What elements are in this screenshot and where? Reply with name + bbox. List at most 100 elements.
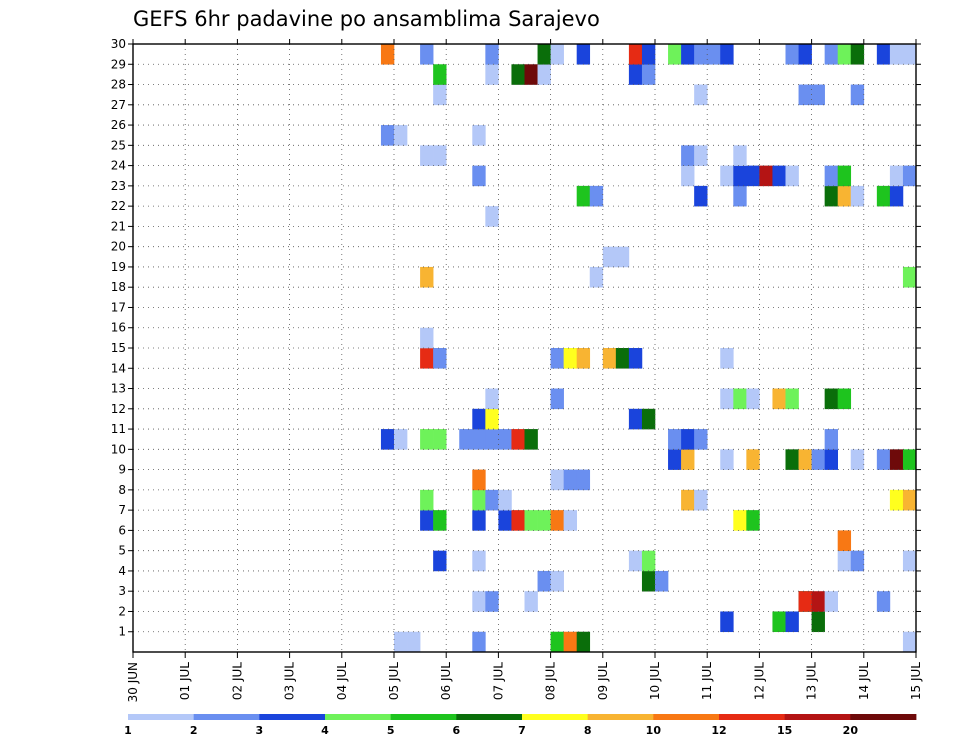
precip-cell: [876, 44, 891, 65]
precip-cell: [785, 388, 799, 410]
precip-cell: [785, 449, 799, 470]
precip-cell: [746, 510, 760, 531]
precip-cell: [511, 64, 525, 85]
precip-cell: [824, 185, 838, 207]
precip-cell: [668, 44, 682, 65]
precip-cell: [563, 348, 577, 369]
precip-cell: [641, 550, 656, 572]
colorbar: 1 2 3 4 5 6 7 8 10 12 15 20: [124, 714, 917, 737]
precip-cell: [811, 84, 825, 106]
precip-cell: [720, 388, 734, 410]
precip-cell: [485, 429, 499, 450]
precip-cell: [615, 348, 630, 369]
precip-cell: [655, 570, 669, 592]
precip-cell: [498, 429, 512, 450]
precip-cell: [902, 44, 917, 65]
precip-cell: [615, 246, 630, 268]
precip-cell: [420, 348, 434, 369]
precip-cell: [420, 429, 434, 450]
precip-cell: [798, 591, 812, 612]
y-tick-label: 3: [118, 584, 126, 598]
precip-cell: [589, 185, 604, 207]
colorbar-swatch: [522, 714, 589, 720]
precip-cell: [394, 631, 408, 653]
precip-cell: [889, 165, 904, 187]
x-tick-label: 08 JUL: [544, 662, 558, 700]
precip-cell: [537, 64, 551, 85]
precip-cell: [759, 165, 773, 187]
x-tick-label: 04 JUL: [335, 662, 349, 700]
precip-cell: [681, 165, 695, 187]
y-tick-label: 21: [111, 219, 126, 233]
precip-cell: [824, 165, 838, 187]
precip-cell: [537, 510, 551, 531]
y-tick-label: 22: [111, 199, 126, 213]
precip-cell: [628, 44, 643, 65]
y-tick-label: 28: [111, 78, 126, 92]
precip-cell: [902, 550, 917, 572]
precip-cell: [420, 44, 434, 65]
colorbar-label: 20: [843, 724, 859, 737]
precip-cell: [550, 570, 564, 592]
precip-cell: [485, 64, 499, 85]
precip-cell: [563, 510, 577, 531]
precip-cell: [641, 64, 656, 85]
precip-cell: [746, 449, 760, 470]
y-tick-label: 5: [118, 544, 126, 558]
x-tick-label: 11 JUL: [700, 662, 714, 700]
precip-cell: [850, 449, 865, 470]
precip-cell: [641, 570, 656, 592]
precip-cell: [798, 84, 812, 106]
y-tick-label: 23: [111, 179, 126, 193]
precip-cell: [668, 429, 682, 450]
precip-cell: [876, 591, 891, 612]
precip-cell: [889, 489, 904, 511]
precip-cell: [602, 246, 617, 268]
precip-cell: [641, 44, 656, 65]
colorbar-swatch: [259, 714, 326, 720]
colorbar-swatch: [653, 714, 720, 720]
precip-cell: [537, 44, 551, 65]
colorbar-label: 2: [190, 724, 198, 737]
precip-cell: [837, 44, 852, 65]
precip-cell: [824, 449, 838, 470]
y-tick-label: 7: [118, 503, 126, 517]
x-tick-label: 30 JUN: [126, 662, 140, 702]
precip-cell: [850, 44, 865, 65]
precip-cell: [746, 388, 760, 410]
precip-cell: [720, 165, 734, 187]
precip-cell: [472, 469, 486, 491]
precip-cell: [720, 348, 734, 369]
y-tick-label: 14: [111, 361, 126, 375]
colorbar-label: 8: [584, 724, 592, 737]
precip-cell: [694, 489, 708, 511]
precip-cell: [785, 611, 799, 633]
precip-cell: [394, 429, 408, 450]
precip-cell: [524, 591, 538, 612]
precip-cell: [472, 165, 486, 187]
precip-cell: [837, 550, 852, 572]
colorbar-swatch: [390, 714, 457, 720]
y-tick-label: 8: [118, 483, 126, 497]
grid-lines: [133, 44, 916, 652]
precip-cell: [433, 145, 447, 166]
precip-cell: [511, 429, 525, 450]
y-tick-label: 17: [111, 300, 126, 314]
precip-cell: [485, 408, 499, 430]
precip-cell: [837, 388, 852, 410]
y-tick-label: 6: [118, 523, 126, 537]
precip-cell: [420, 327, 434, 349]
precip-cell: [694, 84, 708, 106]
y-tick-label: 30: [111, 37, 126, 51]
precip-cell: [811, 611, 825, 633]
precip-cell: [485, 591, 499, 612]
precip-cell: [472, 631, 486, 653]
colorbar-label: 10: [646, 724, 662, 737]
precip-cell: [889, 449, 904, 470]
precip-cell: [498, 510, 512, 531]
precip-cell: [733, 510, 747, 531]
precip-cell: [407, 631, 421, 653]
precip-cell: [850, 84, 865, 106]
precip-cell: [902, 449, 917, 470]
